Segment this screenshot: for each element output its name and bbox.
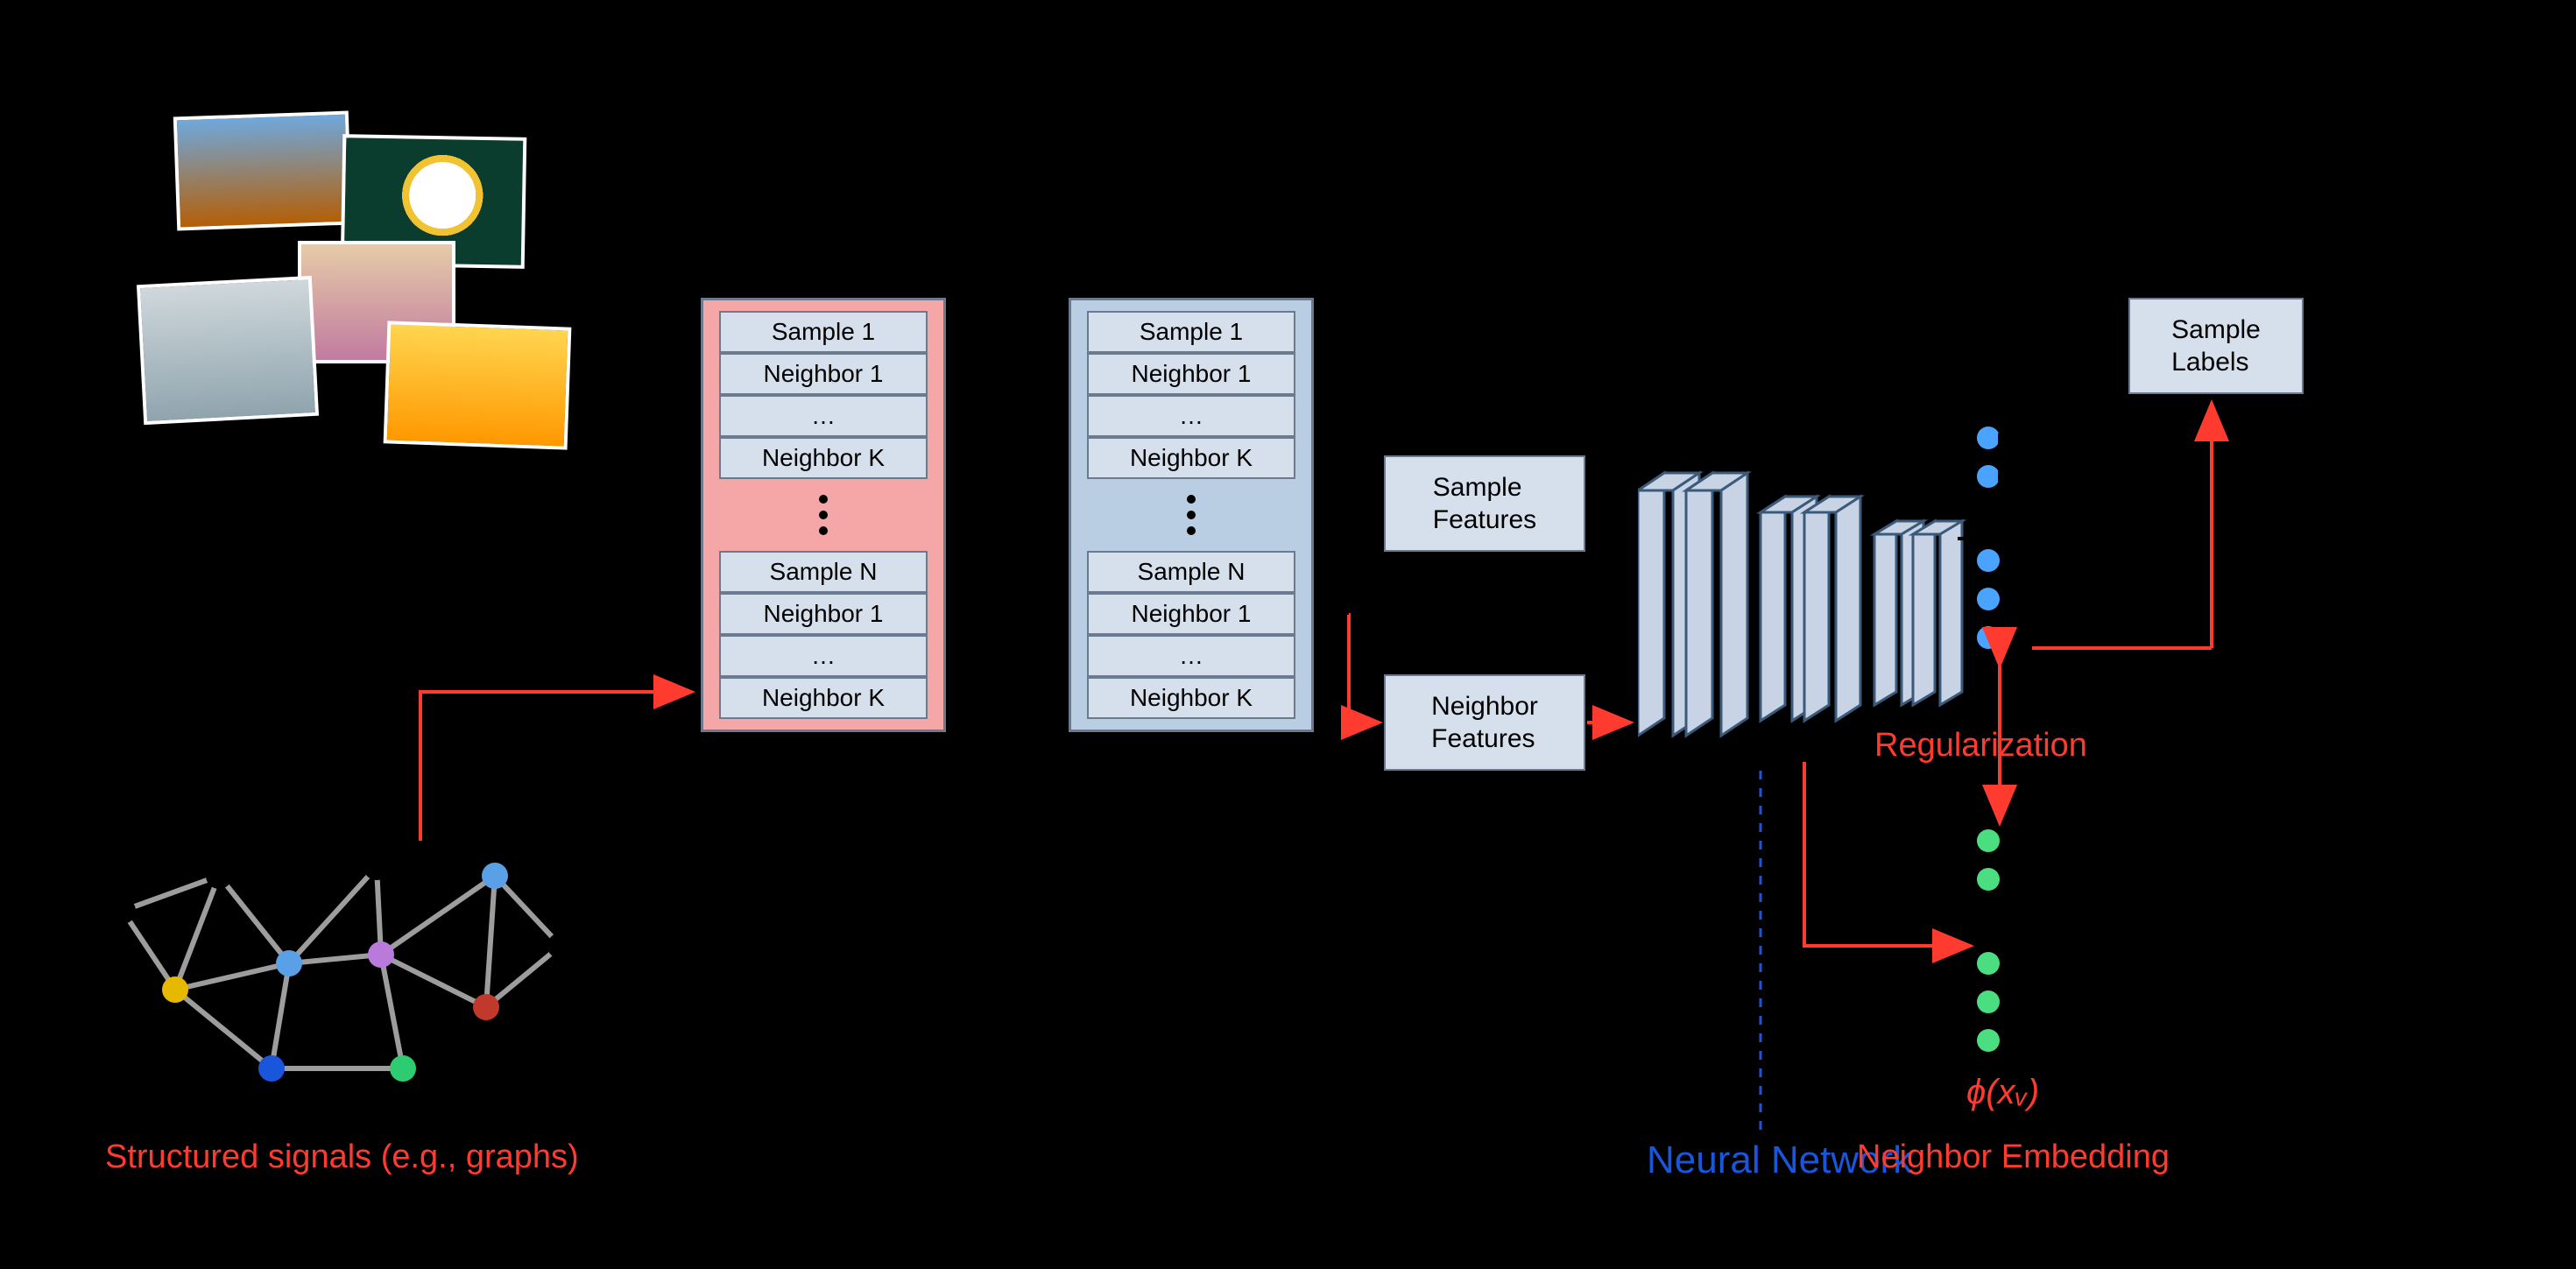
vdots xyxy=(719,479,928,551)
sample-features-text: SampleFeatures xyxy=(1433,471,1536,537)
training-batch-right: Sample 1Neighbor 1…Neighbor KSample NNei… xyxy=(1069,298,1314,732)
embedding-dot xyxy=(1977,991,2000,1013)
image-cluster xyxy=(166,96,569,447)
embedding-dot xyxy=(1977,588,2000,610)
sample-labels-text: SampleLabels xyxy=(2171,314,2261,379)
batch-cell: Neighbor 1 xyxy=(1087,593,1295,635)
batch-cell: … xyxy=(719,395,928,437)
embedding-dot xyxy=(1977,427,2000,449)
embedding-dot xyxy=(1977,465,2000,488)
batch-cell: Sample 1 xyxy=(1087,311,1295,353)
batch-cell: Neighbor K xyxy=(1087,437,1295,479)
graph-node xyxy=(162,976,188,1003)
graph-node xyxy=(482,863,508,889)
batch-cell: Neighbor 1 xyxy=(1087,353,1295,395)
graph-node xyxy=(276,950,302,976)
phi-xv-text: ϕ(xᵥ) xyxy=(1966,1073,2039,1111)
training-batch-label: Training Batch xyxy=(1077,876,1291,913)
neighbor-features-box: NeighborFeatures xyxy=(1384,674,1585,771)
embedding-dot xyxy=(1977,868,2000,891)
graph-node xyxy=(109,898,136,924)
batch-cell: … xyxy=(1087,635,1295,677)
batch-cell: … xyxy=(1087,395,1295,437)
batch-cell: Neighbor 1 xyxy=(719,353,928,395)
sample-labels-box: SampleLabels xyxy=(2128,298,2304,394)
sample-embedding-label: Sample Embedding xyxy=(1874,145,2165,182)
phi-xu-text: ϕ(xᵤ) xyxy=(1966,359,2039,398)
structured-signals-label: Structured signals (e.g., graphs) xyxy=(105,1139,579,1176)
batch-cell: Sample N xyxy=(1087,551,1295,593)
batch-cell: Neighbor K xyxy=(1087,677,1295,719)
phi-xv: ϕ(xᵥ) xyxy=(1966,1073,2039,1112)
batch-cell: Neighbor K xyxy=(719,677,928,719)
phi-xu: ϕ(xᵤ) xyxy=(1966,359,2039,398)
batch-cell: Sample 1 xyxy=(719,311,928,353)
thumb-car xyxy=(384,321,572,449)
vdots xyxy=(1087,479,1295,551)
graph-node xyxy=(363,854,390,880)
batch-cell: … xyxy=(719,635,928,677)
sample-features-box: SampleFeatures xyxy=(1384,455,1585,552)
graph-node xyxy=(206,863,232,889)
graph-node xyxy=(473,994,499,1020)
batch-cell: Neighbor 1 xyxy=(719,593,928,635)
graph-node xyxy=(547,933,574,959)
neighbor-embedding-label: Neighbor Embedding xyxy=(1857,1139,2170,1176)
graph-node xyxy=(390,1055,416,1082)
embedding-dot xyxy=(1977,952,2000,975)
vdots xyxy=(1984,909,1993,949)
vdots xyxy=(1984,506,1993,546)
neighbor-features-text: NeighborFeatures xyxy=(1431,690,1538,756)
thumb-cat xyxy=(137,276,319,425)
neural-network xyxy=(1638,455,1971,753)
graph-node xyxy=(368,941,394,968)
training-samples-label: Training samples xyxy=(193,482,445,519)
embedding-dot xyxy=(1977,829,2000,852)
batch-cell: Neighbor K xyxy=(719,437,928,479)
training-batch-left: Sample 1Neighbor 1…Neighbor KSample NNei… xyxy=(701,298,946,732)
graph-node xyxy=(258,1055,285,1082)
regularization-label: Regularization xyxy=(1874,727,2087,765)
batch-cell: Sample N xyxy=(719,551,928,593)
embedding-dot xyxy=(1977,549,2000,572)
embedding-dot xyxy=(1977,1029,2000,1052)
thumb-bridge xyxy=(173,111,352,231)
embedding-dot xyxy=(1977,626,2000,649)
